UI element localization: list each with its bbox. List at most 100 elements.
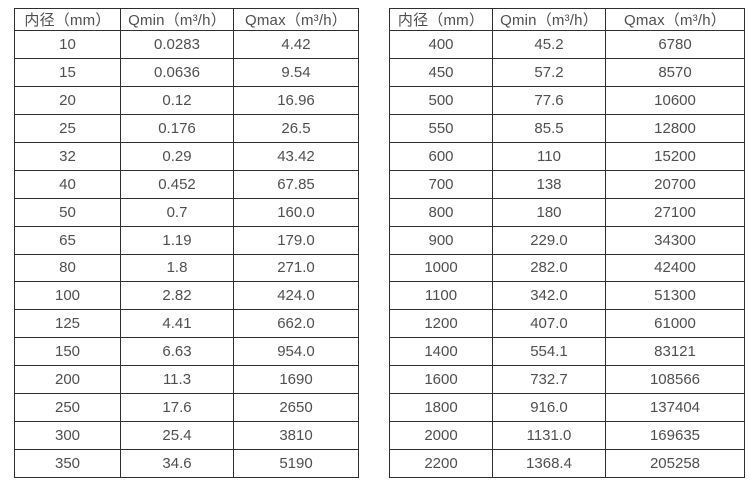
- qmax-cell: 179.0: [233, 225, 359, 255]
- table-row: 20 0.12 16.96: [14, 85, 359, 115]
- qmax-cell: 10600: [605, 85, 745, 115]
- table-row: 900 229.0 34300: [389, 225, 745, 255]
- table-row: 2000 1131.0 169635: [389, 421, 745, 451]
- table-row: 500 77.6 10600: [389, 85, 745, 115]
- qmax-cell: 424.0: [233, 281, 359, 311]
- qmin-cell: 85.5: [492, 113, 606, 143]
- qmin-cell: 34.6: [120, 449, 234, 478]
- qmax-cell: 3810: [233, 421, 359, 451]
- diameter-cell: 700: [389, 169, 493, 199]
- qmin-cell: 1.19: [120, 225, 234, 255]
- diameter-cell: 550: [389, 113, 493, 143]
- qmin-cell: 0.0636: [120, 57, 234, 87]
- table-row: 200 11.3 1690: [14, 365, 359, 395]
- diameter-cell: 15: [14, 57, 121, 87]
- qmax-cell: 27100: [605, 197, 745, 227]
- qmax-cell: 9.54: [233, 57, 359, 87]
- diameter-cell: 20: [14, 85, 121, 115]
- diameter-cell: 1200: [389, 309, 493, 339]
- diameter-header: 内径（mm）: [389, 8, 493, 31]
- diameter-cell: 1800: [389, 393, 493, 423]
- qmax-cell: 169635: [605, 421, 745, 451]
- qmin-cell: 1.8: [120, 253, 234, 283]
- table-row: 50 0.7 160.0: [14, 197, 359, 227]
- diameter-cell: 32: [14, 141, 121, 171]
- qmin-cell: 0.452: [120, 169, 234, 199]
- qmin-cell: 25.4: [120, 421, 234, 451]
- diameter-cell: 1600: [389, 365, 493, 395]
- table-row: 80 1.8 271.0: [14, 253, 359, 283]
- table-row: 65 1.19 179.0: [14, 225, 359, 255]
- diameter-cell: 50: [14, 197, 121, 227]
- diameter-cell: 25: [14, 113, 121, 143]
- qmax-cell: 42400: [605, 253, 745, 283]
- table-row: 1000 282.0 42400: [389, 253, 745, 283]
- qmax-cell: 1690: [233, 365, 359, 395]
- diameter-cell: 500: [389, 85, 493, 115]
- qmin-cell: 554.1: [492, 337, 606, 367]
- table-row: 550 85.5 12800: [389, 113, 745, 143]
- qmin-cell: 1131.0: [492, 421, 606, 451]
- qmin-cell: 407.0: [492, 309, 606, 339]
- qmax-cell: 83121: [605, 337, 745, 367]
- diameter-cell: 800: [389, 197, 493, 227]
- qmin-header: Qmin（m³/h）: [492, 8, 606, 31]
- header-row: 内径（mm） Qmin（m³/h） Qmax（m³/h）: [389, 8, 745, 31]
- qmin-cell: 0.7: [120, 197, 234, 227]
- qmin-cell: 1368.4: [492, 449, 606, 478]
- qmax-cell: 34300: [605, 225, 745, 255]
- table-row: 700 138 20700: [389, 169, 745, 199]
- diameter-cell: 450: [389, 57, 493, 87]
- qmax-cell: 16.96: [233, 85, 359, 115]
- table-row: 450 57.2 8570: [389, 57, 745, 87]
- qmin-cell: 342.0: [492, 281, 606, 311]
- table-row: 25 0.176 26.5: [14, 113, 359, 143]
- qmax-cell: 43.42: [233, 141, 359, 171]
- qmin-cell: 11.3: [120, 365, 234, 395]
- diameter-cell: 10: [14, 30, 121, 59]
- table-row: 100 2.82 424.0: [14, 281, 359, 311]
- diameter-cell: 125: [14, 309, 121, 339]
- qmax-cell: 271.0: [233, 253, 359, 283]
- qmax-header: Qmax（m³/h）: [233, 8, 359, 31]
- qmax-cell: 662.0: [233, 309, 359, 339]
- qmin-cell: 57.2: [492, 57, 606, 87]
- qmax-cell: 954.0: [233, 337, 359, 367]
- qmax-cell: 4.42: [233, 30, 359, 59]
- diameter-cell: 600: [389, 141, 493, 171]
- flow-range-table-large-diameters: 内径（mm） Qmin（m³/h） Qmax（m³/h） 400 45.2 6780…: [389, 8, 745, 478]
- table-row: 1100 342.0 51300: [389, 281, 745, 311]
- table-row: 800 180 27100: [389, 197, 745, 227]
- table-row: 15 0.0636 9.54: [14, 57, 359, 87]
- table-row: 32 0.29 43.42: [14, 141, 359, 171]
- qmax-cell: 6780: [605, 30, 745, 59]
- table-row: 600 110 15200: [389, 141, 745, 171]
- qmax-cell: 61000: [605, 309, 745, 339]
- diameter-cell: 300: [14, 421, 121, 451]
- diameter-cell: 350: [14, 449, 121, 478]
- qmax-cell: 2650: [233, 393, 359, 423]
- diameter-cell: 80: [14, 253, 121, 283]
- diameter-cell: 900: [389, 225, 493, 255]
- qmin-cell: 6.63: [120, 337, 234, 367]
- diameter-cell: 250: [14, 393, 121, 423]
- qmin-cell: 77.6: [492, 85, 606, 115]
- qmax-cell: 51300: [605, 281, 745, 311]
- table-row: 1600 732.7 108566: [389, 365, 745, 395]
- table-row: 10 0.0283 4.42: [14, 30, 359, 59]
- diameter-cell: 150: [14, 337, 121, 367]
- table-row: 125 4.41 662.0: [14, 309, 359, 339]
- qmin-cell: 282.0: [492, 253, 606, 283]
- diameter-cell: 1100: [389, 281, 493, 311]
- qmin-cell: 4.41: [120, 309, 234, 339]
- qmax-header: Qmax（m³/h）: [605, 8, 745, 31]
- qmin-header: Qmin（m³/h）: [120, 8, 234, 31]
- qmin-cell: 0.29: [120, 141, 234, 171]
- diameter-cell: 1000: [389, 253, 493, 283]
- table-row: 300 25.4 3810: [14, 421, 359, 451]
- qmin-cell: 110: [492, 141, 606, 171]
- table-row: 1800 916.0 137404: [389, 393, 745, 423]
- table-row: 400 45.2 6780: [389, 30, 745, 59]
- table-row: 350 34.6 5190: [14, 449, 359, 478]
